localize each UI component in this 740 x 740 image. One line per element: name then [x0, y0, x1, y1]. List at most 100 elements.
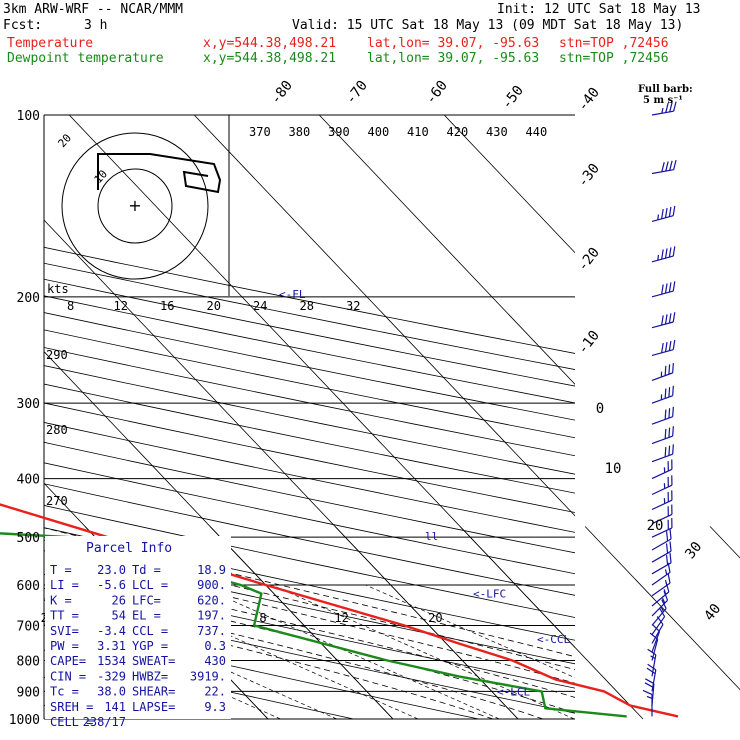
- barb-full-feather: [669, 552, 672, 563]
- init-time: Init: 12 UTC Sat 18 May 13: [497, 2, 701, 17]
- parcel-field-value: 1534: [97, 654, 126, 668]
- wind-speed-unit: kts: [47, 282, 69, 296]
- barb-full-feather: [672, 312, 676, 323]
- barb-full-feather: [668, 387, 671, 398]
- barb-full-feather: [665, 554, 669, 565]
- pressure-tick-label: 100: [17, 109, 40, 124]
- barb-full-feather: [673, 101, 677, 112]
- wind-barb: [651, 518, 673, 538]
- dewpoint-station: stn=TOP ,72456: [559, 51, 669, 66]
- barb-full-feather: [661, 315, 664, 326]
- barb-staff: [651, 631, 661, 653]
- barb-half-feather: [660, 371, 663, 377]
- wind-barb: [651, 552, 672, 575]
- hodograph-ring: [61, 132, 209, 280]
- wind-speed-label: 20: [207, 299, 221, 313]
- barb-staff: [651, 435, 673, 445]
- hodograph-center-icon: +: [128, 196, 141, 215]
- hodograph-ring-label: 20: [56, 131, 75, 150]
- temperature-xy: x,y=544.38,498.21: [203, 36, 337, 51]
- parcel-field-value: 22.: [204, 685, 226, 699]
- isotherm-extension: [209, 526, 394, 720]
- barb-full-feather: [661, 249, 664, 260]
- wind-barb: [651, 541, 672, 563]
- barb-full-feather: [664, 388, 667, 399]
- barb-full-feather: [663, 590, 669, 601]
- isotherm-label: -40: [575, 85, 603, 115]
- wind-barb: [651, 616, 664, 644]
- barb-staff: [651, 499, 673, 511]
- barb-full-feather: [672, 426, 674, 437]
- parcel-field-value: -5.6: [97, 578, 126, 592]
- wind-barb: [651, 444, 674, 463]
- barb-full-feather: [668, 364, 671, 375]
- dry-adiabat: [44, 312, 575, 421]
- wind-speed-label: 12: [114, 299, 128, 313]
- barb-full-feather: [665, 543, 669, 554]
- isotherm-label: -80: [268, 78, 296, 108]
- parcel-field-label: EL =: [132, 609, 161, 623]
- parcel-info-panel: Parcel Info T = 23.0 Td = 18.9 LI = -5.6 LCL = 9…: [45, 536, 231, 729]
- theta-label: 420: [447, 125, 469, 139]
- barb-staff: [651, 538, 672, 551]
- isotherm-label: -10: [575, 328, 603, 358]
- hodograph: 10 20 +: [56, 115, 230, 296]
- barb-full-feather: [664, 283, 668, 294]
- barb-half-feather: [661, 107, 664, 114]
- barb-full-feather: [646, 667, 656, 675]
- parcel-field-value: 620.: [197, 593, 226, 607]
- barb-half-feather: [650, 655, 656, 660]
- theta-label: 380: [289, 125, 311, 139]
- barb-staff: [651, 255, 674, 263]
- barb-full-feather: [668, 247, 672, 258]
- parcel-field-value: 0.3: [204, 639, 226, 653]
- isotherm-extension: [584, 526, 740, 691]
- barb-full-feather: [669, 102, 673, 113]
- pressure-tick-label: 400: [17, 473, 40, 488]
- barb-full-feather: [668, 427, 671, 438]
- parcel-field-value: 18.9: [197, 563, 226, 577]
- barb-staff: [651, 349, 674, 356]
- wind-barb: [651, 582, 670, 607]
- barb-full-feather: [672, 406, 674, 417]
- parcel-field-label: LAPSE=: [132, 700, 175, 714]
- barb-staff: [651, 484, 673, 496]
- pressure-tick-label: 900: [17, 685, 40, 700]
- wind-barb: [651, 504, 673, 525]
- hodograph-trace: [97, 153, 222, 194]
- dry-adiabat: [44, 278, 575, 387]
- parcel-field-value: 26: [112, 593, 126, 607]
- li-marker: ll: [425, 530, 438, 543]
- barb-half-feather: [663, 498, 666, 504]
- barb-half-feather: [646, 695, 653, 699]
- level-marker-label: <-FL: [279, 288, 306, 301]
- parcel-field-label: SVI=: [50, 624, 79, 638]
- isotherm-label: 20: [647, 518, 664, 534]
- parcel-field-value: -329: [97, 669, 126, 683]
- isotherm-label: -70: [343, 78, 371, 108]
- axis-labels: 100200300400500600700800900100023581220-…: [9, 78, 725, 728]
- wind-speed-label: 8: [67, 299, 74, 313]
- barb-full-feather: [665, 582, 670, 593]
- pressure-tick-label: 200: [17, 291, 40, 306]
- barb-staff: [651, 110, 674, 116]
- barb-staff: [651, 453, 673, 463]
- isotherm-extension: [334, 526, 519, 720]
- wind-barb: [651, 607, 666, 635]
- parcel-field-value: 141: [104, 700, 126, 714]
- barb-full-feather: [667, 461, 669, 472]
- pressure-tick-label: 600: [17, 579, 40, 594]
- isotherm-label: -30: [575, 161, 603, 191]
- pressure-tick-label: 1000: [9, 713, 40, 728]
- barb-full-feather: [656, 616, 664, 625]
- wind-speed-label: 24: [253, 299, 267, 313]
- barb-full-feather: [644, 682, 654, 689]
- wind-barb: [651, 159, 677, 175]
- isotherm-label: 30: [682, 539, 705, 562]
- barb-half-feather: [657, 254, 660, 261]
- mixing-ratio-label: 8: [259, 611, 266, 625]
- dry-adiabat: [44, 347, 575, 457]
- isotherm-label: -60: [423, 78, 451, 108]
- wind-speed-label: 16: [160, 299, 174, 313]
- barb-full-feather: [672, 281, 676, 292]
